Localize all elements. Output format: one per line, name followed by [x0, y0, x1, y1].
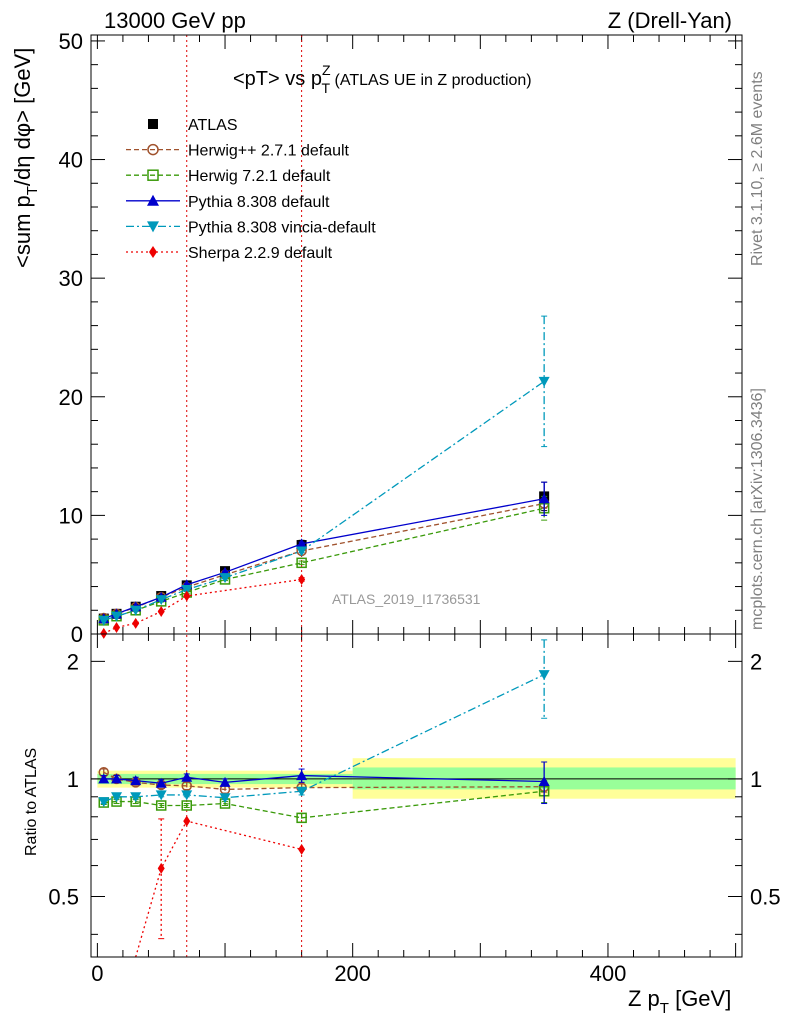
data-point — [157, 862, 165, 874]
data-point — [183, 815, 191, 827]
data-point — [130, 792, 142, 803]
data-point — [538, 493, 550, 504]
legend-label: Sherpa 2.2.9 default — [188, 245, 333, 262]
data-point — [155, 790, 167, 801]
data-point — [296, 812, 307, 824]
data-point — [111, 611, 123, 622]
header-left: 13000 GeV pp — [104, 8, 246, 33]
legend-label: ATLAS — [188, 117, 238, 134]
ytick-label-top: 40 — [59, 148, 83, 173]
data-point — [130, 775, 142, 786]
data-point — [181, 771, 193, 782]
ytick-label-ratio-right: 0.5 — [750, 885, 781, 910]
legend: ATLAS Herwig++ 2.7.1 default Herwig 7.2.1 … — [126, 117, 376, 262]
data-point — [296, 770, 308, 781]
series-ratio-pythia-8-308-vincia-default — [98, 639, 550, 808]
data-point — [298, 843, 306, 855]
header-right: Z (Drell-Yan) — [608, 8, 732, 33]
ytick-label-ratio-right: 1 — [750, 767, 762, 792]
mcplots-label: mcplots.cern.ch [arXiv:1306.3436] — [749, 388, 766, 630]
legend-marker — [147, 194, 159, 206]
ytick-label-top: 10 — [59, 503, 83, 528]
legend-item-1: Herwig++ 2.7.1 default — [126, 143, 350, 160]
xtick-label: 400 — [590, 961, 627, 986]
legend-marker — [149, 246, 157, 258]
top-ylabel: <sum pT/dη dφ> [GeV] — [10, 48, 41, 268]
rivet-label: Rivet 3.1.10, ≥ 2.6M events — [749, 71, 766, 266]
legend-item-4: Pythia 8.308 vincia-default — [126, 219, 376, 236]
series-ratio-sherpa-2-2-9-default — [135, 815, 306, 958]
vertical-lines — [186, 35, 303, 957]
data-point — [219, 573, 231, 584]
ytick-label-ratio: 1 — [67, 767, 79, 792]
legend-item-2: Herwig 7.2.1 default — [126, 168, 331, 185]
data-point — [155, 595, 167, 606]
ytick-label-top: 20 — [59, 385, 83, 410]
ytick-label-ratio-right: 2 — [750, 649, 762, 674]
xtick-label: 0 — [91, 961, 103, 986]
ytick-label-ratio: 0.5 — [48, 885, 79, 910]
legend-item-3: Pythia 8.308 default — [126, 194, 330, 211]
legend-marker — [147, 221, 159, 233]
axis-frames — [90, 34, 743, 958]
xtick-label: 200 — [334, 961, 371, 986]
data-point — [98, 773, 110, 784]
data-point — [538, 775, 550, 786]
legend-marker — [147, 169, 159, 181]
data-point — [130, 605, 142, 616]
data-point — [98, 797, 110, 808]
data-point — [181, 800, 192, 811]
legend-label: Pythia 8.308 default — [188, 194, 330, 211]
series-top-herwig-2-7-1-default — [98, 498, 550, 624]
data-point — [298, 573, 306, 585]
data-point — [296, 786, 308, 797]
legend-marker — [148, 119, 158, 129]
ytick-label-ratio: 2 — [67, 649, 79, 674]
series-line — [103, 790, 545, 819]
series-layer — [98, 315, 550, 958]
data-point — [219, 776, 231, 787]
legend-label: Herwig++ 2.7.1 default — [188, 143, 350, 160]
data-point — [181, 585, 193, 596]
data-point — [111, 773, 123, 784]
series-top-pythia-8-308-vincia-default — [98, 315, 550, 626]
series-line — [103, 774, 545, 784]
ytick-label-top: 0 — [71, 622, 83, 647]
series-line — [103, 380, 545, 621]
legend-label: Herwig 7.2.1 default — [188, 168, 331, 185]
data-point — [98, 615, 110, 626]
ratio-plot-frame — [90, 633, 743, 958]
data-point — [219, 793, 231, 804]
data-point — [155, 800, 167, 811]
data-point — [183, 590, 191, 602]
data-point — [113, 621, 121, 633]
analysis-watermark: ATLAS_2019_I1736531 — [332, 591, 481, 607]
data-point — [155, 777, 167, 788]
legend-item-0: ATLAS — [148, 117, 238, 134]
ytick-label-top: 30 — [59, 266, 83, 291]
series-ratio-pythia-8-308-default — [98, 761, 550, 805]
data-point — [132, 617, 140, 629]
xlabel: Z pT [GeV] — [628, 986, 731, 1017]
data-point — [100, 627, 108, 639]
series-line — [135, 820, 302, 958]
axis-ticks: 0 10 20 30 40 50 0 200 400 0.5 0.5 1 1 2 2 — [48, 29, 780, 986]
data-point — [538, 376, 550, 387]
data-point — [157, 605, 165, 617]
data-point — [181, 790, 193, 801]
data-point — [111, 792, 123, 803]
main-title: <pT> vs pZ T (ATLAS UE in Z production) — [233, 62, 532, 96]
data-point — [296, 557, 307, 569]
legend-item-5: Sherpa 2.2.9 default — [126, 245, 333, 262]
data-point — [296, 546, 308, 557]
ytick-label-top: 50 — [59, 29, 83, 54]
legend-label: Pythia 8.308 vincia-default — [188, 219, 376, 236]
data-point — [538, 670, 550, 681]
series-line — [103, 673, 545, 803]
data-point — [296, 538, 308, 549]
ratio-ylabel: Ratio to ATLAS — [23, 748, 40, 856]
legend-marker — [147, 143, 159, 156]
